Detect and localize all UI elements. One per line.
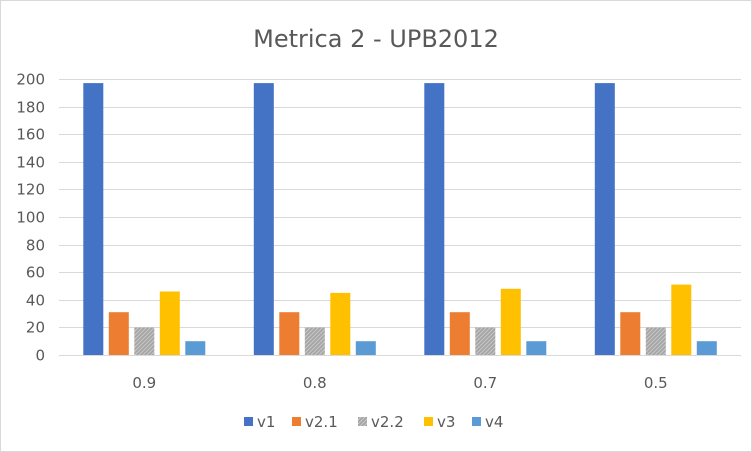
y-tick-label: 0 bbox=[35, 347, 45, 365]
bar-v2.1-0.8 bbox=[279, 312, 300, 355]
bar-v1-0.8 bbox=[253, 83, 274, 355]
legend-label-v4: v4 bbox=[485, 413, 503, 431]
legend-swatch-v2.2 bbox=[358, 417, 367, 426]
y-tick-label: 160 bbox=[16, 126, 45, 144]
bar-v4-0.9 bbox=[185, 341, 206, 355]
bar-v2.1-0.9 bbox=[108, 312, 129, 355]
bar-v3-0.7 bbox=[500, 288, 521, 355]
x-tick-label: 0.8 bbox=[303, 374, 327, 392]
legend-swatch-v1 bbox=[244, 417, 253, 426]
legend-label-v2.1: v2.1 bbox=[305, 413, 338, 431]
bar-v1-0.7 bbox=[424, 83, 445, 355]
y-tick-label: 120 bbox=[16, 181, 45, 199]
y-tick-label: 40 bbox=[26, 292, 45, 310]
bar-v2.2-0.5 bbox=[645, 327, 666, 355]
bar-v2.1-0.7 bbox=[449, 312, 470, 355]
x-tick-label: 0.5 bbox=[644, 374, 668, 392]
legend: v1 v2.1 v2.2 v3 v4 bbox=[244, 413, 503, 431]
legend-label-v2.2: v2.2 bbox=[371, 413, 404, 431]
bar-v1-0.9 bbox=[83, 83, 104, 355]
y-tick-label: 80 bbox=[26, 237, 45, 255]
y-tick-label: 100 bbox=[16, 209, 45, 227]
x-axis-ticks: 0.9 0.8 0.7 0.5 bbox=[132, 374, 667, 392]
y-axis-ticks: 0 20 40 60 80 100 120 140 160 180 200 bbox=[16, 71, 45, 365]
bar-v4-0.8 bbox=[355, 341, 376, 355]
y-tick-label: 180 bbox=[16, 99, 45, 117]
bar-v2.2-0.7 bbox=[475, 327, 496, 355]
legend-swatch-v3 bbox=[424, 417, 433, 426]
bar-v3-0.5 bbox=[671, 284, 692, 355]
x-tick-label: 0.7 bbox=[473, 374, 497, 392]
y-tick-label: 60 bbox=[26, 264, 45, 282]
bars bbox=[83, 83, 717, 355]
legend-swatch-v4 bbox=[472, 417, 481, 426]
bar-v3-0.8 bbox=[330, 292, 351, 355]
chart-title: Metrica 2 - UPB2012 bbox=[253, 25, 499, 53]
legend-swatch-v2.1 bbox=[292, 417, 301, 426]
bar-v1-0.5 bbox=[594, 83, 615, 355]
bar-v2.2-0.8 bbox=[304, 327, 325, 355]
y-tick-label: 140 bbox=[16, 154, 45, 172]
y-tick-label: 20 bbox=[26, 319, 45, 337]
bar-v3-0.9 bbox=[159, 291, 180, 355]
bar-v4-0.5 bbox=[696, 341, 717, 355]
legend-label-v1: v1 bbox=[257, 413, 275, 431]
bar-v2.1-0.5 bbox=[620, 312, 641, 355]
bar-v2.2-0.9 bbox=[134, 327, 155, 355]
bar-v4-0.7 bbox=[526, 341, 547, 355]
x-tick-label: 0.9 bbox=[132, 374, 156, 392]
legend-label-v3: v3 bbox=[437, 413, 455, 431]
y-tick-label: 200 bbox=[16, 71, 45, 89]
